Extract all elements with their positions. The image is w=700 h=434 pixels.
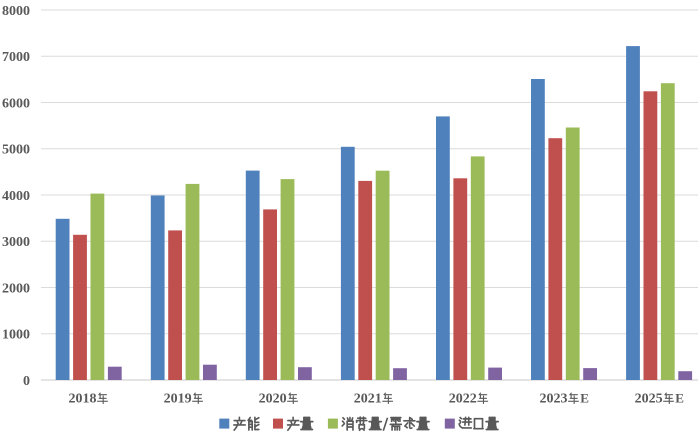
svg-text:5000: 5000	[2, 143, 30, 158]
svg-text:2020: 2020	[259, 392, 287, 407]
svg-text:0: 0	[23, 374, 30, 389]
svg-text:8000: 8000	[2, 4, 30, 19]
svg-text:2000: 2000	[2, 281, 30, 296]
svg-text:2025: 2025	[635, 392, 663, 407]
svg-text:2022: 2022	[449, 392, 477, 407]
svg-text:4000: 4000	[2, 189, 30, 204]
svg-text:1000: 1000	[2, 328, 30, 343]
svg-text:7000: 7000	[2, 50, 30, 65]
svg-text:2021: 2021	[354, 392, 382, 407]
svg-text:2019: 2019	[164, 392, 192, 407]
svg-text:E: E	[580, 391, 589, 406]
svg-text:3000: 3000	[2, 235, 30, 250]
svg-text:E: E	[675, 391, 684, 406]
svg-text:2018: 2018	[69, 392, 97, 407]
svg-text:6000: 6000	[2, 96, 30, 111]
svg-text:2023: 2023	[540, 392, 568, 407]
